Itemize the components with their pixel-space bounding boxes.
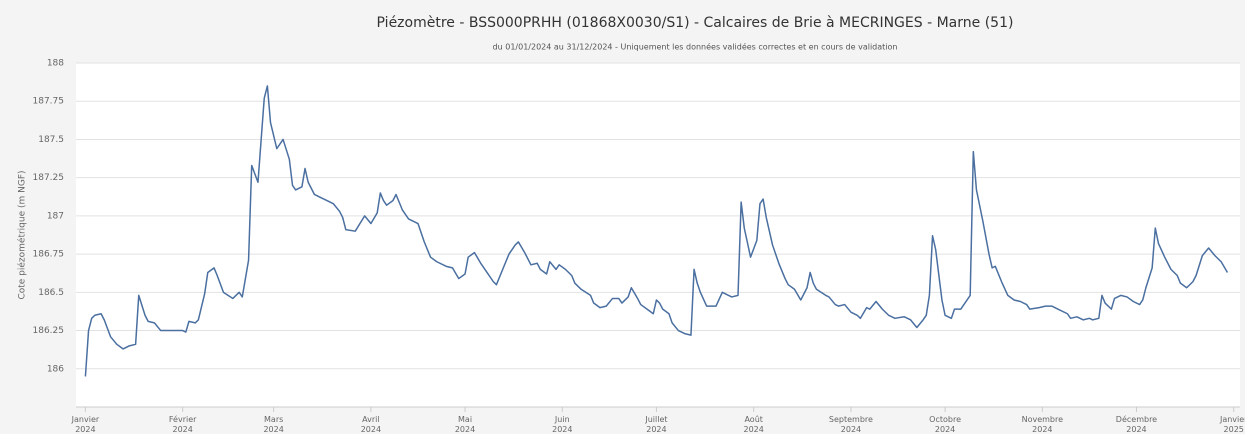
x-tick-label: Février 2024: [168, 415, 197, 434]
chart-title: Piézomètre - BSS000PRHH (01868X0030/S1) …: [377, 15, 1014, 31]
plot-area: [76, 63, 1240, 407]
x-tick-label: Juin 2024: [552, 415, 573, 434]
x-tick-label: Octobre 2024: [929, 415, 961, 434]
series-line: [84, 85, 1229, 377]
chart-subtitle: du 01/01/2024 au 31/12/2024 - Uniquement…: [493, 42, 898, 52]
y-axis-label: Cote piézométrique (m NGF): [17, 170, 28, 299]
x-tick-label: Décembre 2024: [1115, 415, 1158, 434]
x-tick-label: Janvier 2025: [1219, 415, 1245, 434]
x-tick-label: Mars 2024: [263, 415, 284, 434]
x-tick-label: Janvier 2024: [71, 415, 100, 434]
y-tick-label: 187.5: [38, 135, 64, 145]
x-tick-label: Novembre 2024: [1021, 415, 1064, 434]
y-tick-label: 188: [47, 59, 64, 69]
y-tick-label: 186.25: [33, 326, 65, 336]
y-tick-label: 186: [47, 364, 64, 374]
x-tick-label: Juillet 2024: [645, 415, 668, 434]
y-tick-label: 187: [47, 211, 64, 221]
x-tick-label: Septembre 2024: [828, 415, 873, 434]
y-tick-label: 187.75: [33, 97, 65, 107]
y-tick-label: 187.25: [33, 173, 65, 183]
y-tick-label: 186.5: [38, 288, 64, 298]
x-tick-label: Août 2024: [743, 415, 764, 434]
y-tick-label: 186.75: [33, 250, 65, 260]
x-tick-label: Avril 2024: [360, 415, 382, 434]
x-tick-label: Mai 2024: [454, 415, 476, 434]
